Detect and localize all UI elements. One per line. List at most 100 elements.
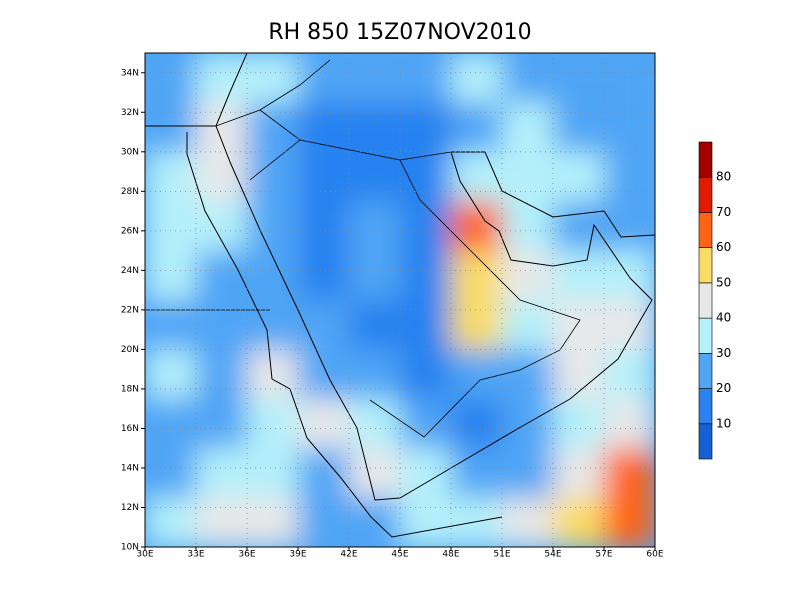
rh-cell	[553, 497, 605, 547]
map-area	[145, 53, 655, 547]
y-tick-label: 18N	[121, 384, 139, 394]
rh-cell	[196, 497, 248, 547]
x-tick-label: 51E	[493, 550, 510, 560]
rh-cell	[349, 300, 401, 350]
rh-cell	[247, 497, 299, 547]
x-tick-label: 54E	[544, 550, 561, 560]
rh-cell	[298, 201, 350, 252]
rh-cell	[451, 201, 503, 252]
rh-cell	[604, 497, 655, 547]
rh-cell	[298, 300, 350, 350]
x-tick-label: 36E	[238, 550, 255, 560]
rh-cell	[247, 398, 299, 449]
rh-cell	[553, 349, 605, 400]
rh-cell	[502, 398, 554, 449]
rh-cell	[196, 398, 248, 449]
rh-cell	[196, 300, 248, 350]
y-tick-label: 26N	[121, 226, 139, 236]
rh-cell	[502, 300, 554, 350]
rh-field	[145, 53, 655, 547]
rh-cell	[451, 448, 503, 499]
rh-cell	[298, 102, 350, 153]
rh-cell	[196, 151, 248, 202]
rh-cell	[553, 398, 605, 449]
rh-cell	[349, 53, 401, 103]
rh-cell	[502, 151, 554, 202]
rh-cell	[349, 448, 401, 499]
rh-cell	[298, 151, 350, 202]
rh-cell	[145, 349, 197, 400]
rh-cell	[400, 250, 452, 301]
colorbar-label: 50	[716, 275, 731, 289]
rh-cell	[298, 448, 350, 499]
y-tick-label: 16N	[121, 424, 139, 434]
rh-cell	[400, 151, 452, 202]
colorbar: 10 20 30 40 50 60 70 80	[698, 141, 731, 460]
rh-cell	[145, 151, 197, 202]
rh-cell	[247, 448, 299, 499]
rh-cell	[247, 201, 299, 252]
rh-cell	[145, 448, 197, 499]
rh-cell	[604, 102, 655, 153]
rh-cell	[349, 250, 401, 301]
rh-cell	[502, 497, 554, 547]
rh-cell	[400, 53, 452, 103]
rh-cell	[247, 151, 299, 202]
rh-cell	[553, 102, 605, 153]
rh-cell	[451, 151, 503, 202]
rh-cell	[451, 497, 503, 547]
rh-cell	[298, 349, 350, 400]
rh-cell	[196, 250, 248, 301]
rh-cell	[604, 151, 655, 202]
rh-cell	[349, 102, 401, 153]
rh-cell	[400, 398, 452, 449]
y-tick-label: 20N	[121, 345, 139, 355]
rh-cell	[604, 53, 655, 103]
x-tick-label: 30E	[136, 550, 153, 560]
rh-cell	[196, 349, 248, 400]
x-tick-label: 57E	[595, 550, 612, 560]
colorbar-box	[698, 353, 713, 389]
x-tick-label: 42E	[340, 550, 357, 560]
colorbar-box	[698, 423, 713, 460]
rh-cell	[298, 497, 350, 547]
colorbar-box	[698, 176, 713, 213]
coastline	[186, 132, 503, 538]
colorbar-label: 30	[716, 346, 731, 360]
rh-cell	[145, 102, 197, 153]
rh-cell	[553, 300, 605, 350]
rh-cell	[502, 53, 554, 103]
rh-cell	[451, 398, 503, 449]
rh-cell	[451, 102, 503, 153]
rh-cell	[502, 201, 554, 252]
rh-cell	[400, 349, 452, 400]
colorbar-label: 20	[716, 381, 731, 395]
rh-cell	[400, 201, 452, 252]
rh-cell	[604, 250, 655, 301]
rh-cell	[553, 448, 605, 499]
rh-cell	[349, 398, 401, 449]
rh-cell	[502, 448, 554, 499]
y-tick-label: 24N	[121, 266, 139, 276]
y-tick-label: 28N	[121, 187, 139, 197]
x-tick-label: 33E	[187, 550, 204, 560]
colorbar-label: 40	[716, 311, 731, 325]
x-tick-label: 60E	[646, 550, 663, 560]
grid: 30E 33E 36E 39E 42E 45E 48E 51E 54E 57E 60E 10N 12N 1…	[121, 53, 664, 560]
rh-cell	[400, 448, 452, 499]
rh-cell	[145, 398, 197, 449]
rh-cell	[400, 300, 452, 350]
rh-cell	[145, 53, 197, 103]
colorbar-box	[698, 212, 713, 248]
rh-cell	[349, 497, 401, 547]
rh-cell	[247, 53, 299, 103]
border	[145, 59, 581, 438]
rh-cell	[349, 201, 401, 252]
rh-cell	[604, 349, 655, 400]
y-tick-label: 32N	[121, 108, 139, 118]
rh-cell	[298, 250, 350, 301]
rh-cell	[247, 349, 299, 400]
rh-cell	[451, 300, 503, 350]
plot-frame	[144, 52, 656, 548]
